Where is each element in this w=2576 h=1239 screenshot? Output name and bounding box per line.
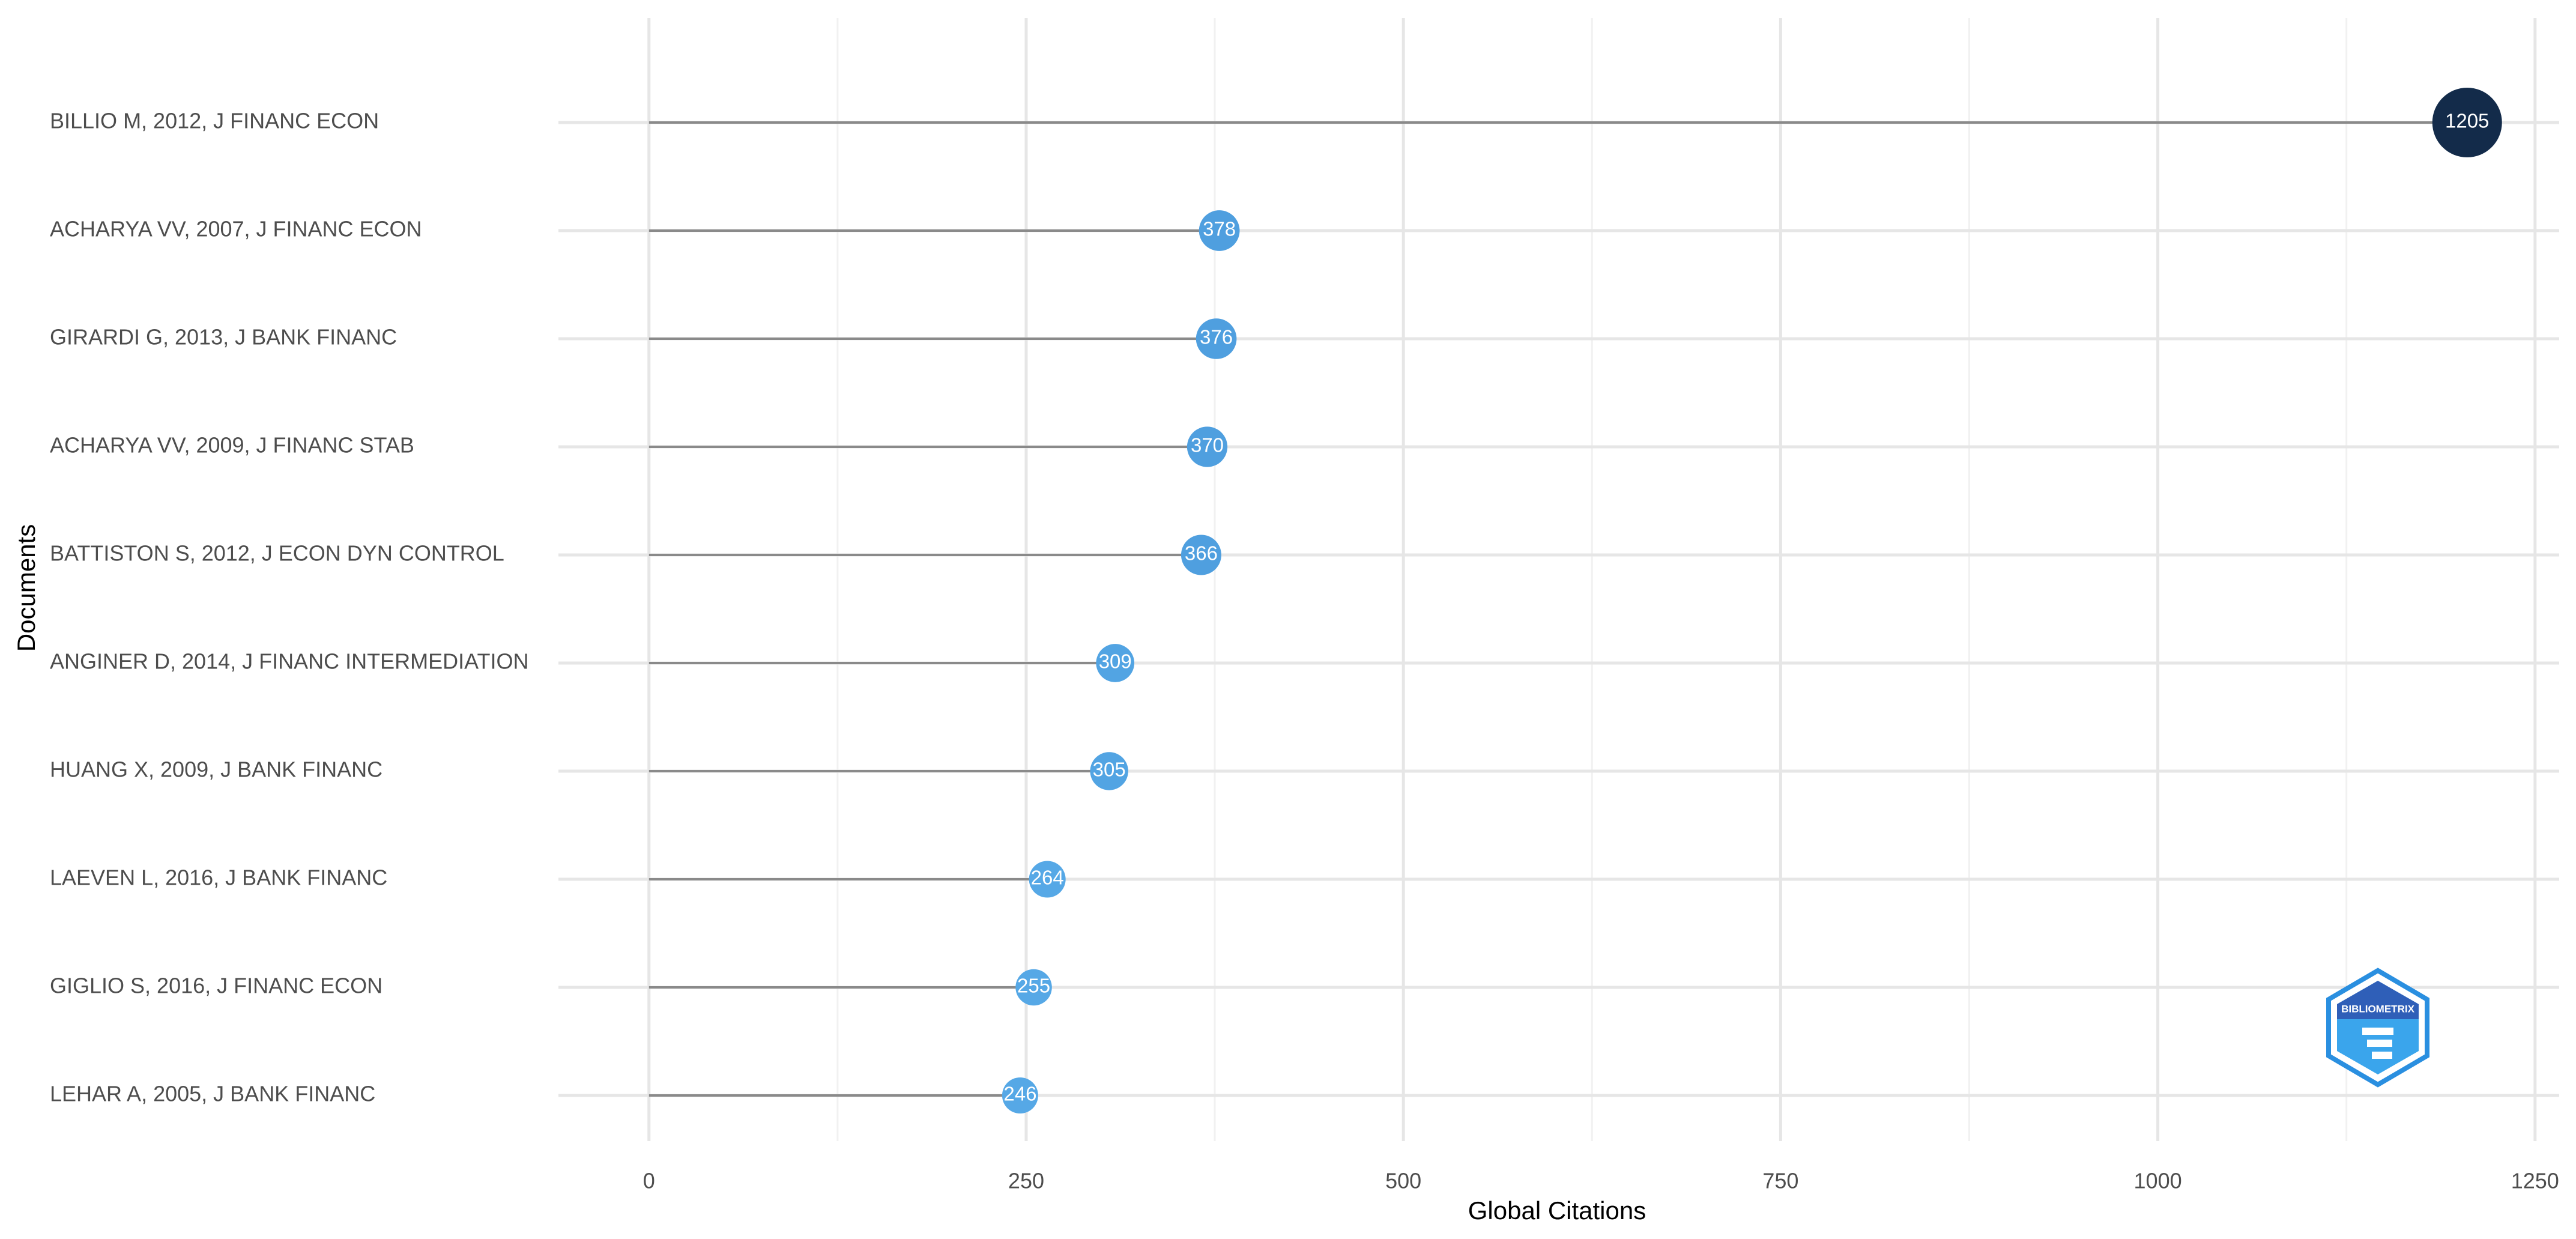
- point: [1015, 969, 1052, 1006]
- y-tick-label: BILLIO M, 2012, J FINANC ECON: [50, 109, 379, 133]
- value-label: 255: [1017, 975, 1050, 997]
- point: [1196, 318, 1237, 359]
- value-label: 305: [1093, 759, 1126, 781]
- point: [1090, 752, 1128, 790]
- logo-bar: [2362, 1028, 2393, 1035]
- x-tick-label: 500: [1385, 1169, 1421, 1193]
- value-label: 366: [1185, 542, 1218, 565]
- logo-band: [2337, 981, 2419, 1019]
- point: [1199, 210, 1240, 251]
- x-tick-label: 1000: [2134, 1169, 2182, 1193]
- value-label: 309: [1099, 650, 1132, 673]
- x-tick-label: 750: [1762, 1169, 1798, 1193]
- y-tick-label: GIRARDI G, 2013, J BANK FINANC: [50, 325, 397, 350]
- value-label: 246: [1003, 1083, 1036, 1105]
- logo-text: BIBLIOMETRIX: [2341, 1003, 2414, 1014]
- point: [1002, 1077, 1038, 1113]
- y-tick-label: LEHAR A, 2005, J BANK FINANC: [50, 1082, 375, 1106]
- point: [1187, 426, 1228, 467]
- value-label: 264: [1031, 867, 1064, 889]
- value-label: 378: [1203, 218, 1236, 240]
- y-tick-label: ACHARYA VV, 2009, J FINANC STAB: [50, 433, 414, 458]
- y-tick-label: GIGLIO S, 2016, J FINANC ECON: [50, 974, 382, 998]
- y-axis-title: Documents: [12, 524, 40, 652]
- y-tick-label: HUANG X, 2009, J BANK FINANC: [50, 757, 382, 782]
- x-tick-label: 0: [643, 1169, 655, 1193]
- x-tick-label: 250: [1008, 1169, 1044, 1193]
- value-label: 370: [1191, 434, 1224, 456]
- y-tick-label: BATTISTON S, 2012, J ECON DYN CONTROL: [50, 541, 504, 566]
- y-tick-label: ACHARYA VV, 2007, J FINANC ECON: [50, 217, 422, 241]
- point: [1181, 535, 1221, 575]
- y-tick-label: ANGINER D, 2014, J FINANC INTERMEDIATION: [50, 649, 528, 674]
- point: [1096, 644, 1135, 682]
- point: [2432, 88, 2502, 157]
- y-tick-label: LAEVEN L, 2016, J BANK FINANC: [50, 865, 387, 890]
- point: [1029, 861, 1066, 898]
- logo-bar: [2372, 1052, 2392, 1059]
- logo-bar: [2367, 1040, 2392, 1047]
- value-label: 1205: [2445, 110, 2489, 132]
- logo: BIBLIOMETRIX: [2326, 968, 2429, 1088]
- plot-layers: 0 250 500 750 1000 1250 BILLIO M, 2012, J FINA…: [50, 18, 2559, 1193]
- value-label: 376: [1200, 326, 1233, 348]
- x-tick-label: 1250: [2511, 1169, 2559, 1193]
- x-axis-title: Global Citations: [1468, 1196, 1646, 1225]
